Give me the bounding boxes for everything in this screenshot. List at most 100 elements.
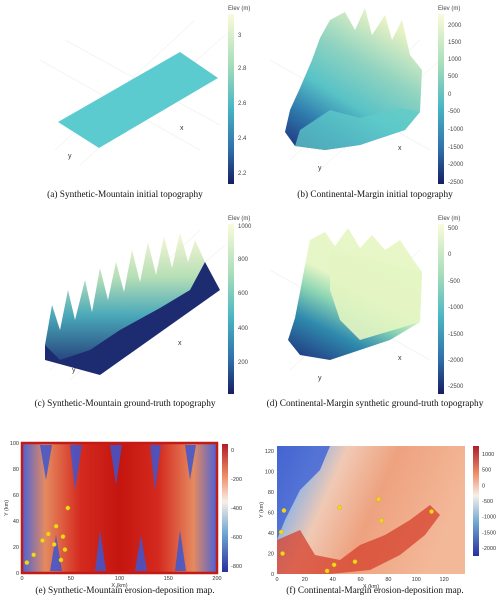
x-tick-label: 80 [385, 577, 391, 583]
y-tick-label: 0 [271, 572, 274, 578]
sample-point [278, 529, 284, 535]
sample-point [281, 508, 287, 513]
panel-a-colorbar [228, 14, 234, 184]
panel-d-tick-3: -1000 [448, 305, 464, 311]
panel-a-tick-3: 2.4 [238, 136, 247, 142]
panel-c-colorbar-title: Elev (m) [228, 216, 250, 222]
x-tick-label: 100 [115, 576, 124, 582]
sample-point [40, 538, 45, 543]
x-tick-label: 150 [164, 576, 173, 582]
caption-d: (d) Continental-Margin synthetic ground-… [266, 399, 484, 409]
y-tick-label: 60 [268, 511, 274, 517]
panel-e-colorbar [222, 444, 228, 572]
sample-point [331, 562, 337, 568]
panel-a-tick-0: 3 [238, 33, 242, 39]
y-tick-label: 100 [10, 441, 19, 447]
panel-d-tick-2: -500 [448, 279, 461, 285]
y-tick-label: 20 [13, 545, 19, 551]
panel-c-surface [45, 232, 205, 360]
panel-f-heatmap: 0 20 40 60 80 100 120 120 100 80 60 40 20 0 X (km) Y (k… [259, 446, 496, 590]
x-tick-label: 20 [302, 577, 308, 583]
x-tick-label: 0 [20, 576, 23, 582]
colorbar-tick-label: -600 [231, 535, 242, 541]
panel-d-tick-4: -1500 [448, 332, 464, 338]
sample-point [324, 568, 330, 574]
sample-point [62, 547, 68, 552]
sample-point [376, 496, 382, 502]
panel-b-tick-7: -1500 [448, 145, 464, 151]
panel-c-colorbar [228, 224, 234, 394]
colorbar-tick-label: -500 [482, 499, 493, 505]
colorbar-tick-label: -200 [231, 477, 242, 483]
panel-c-tick-3: 400 [238, 326, 249, 332]
sample-point [352, 559, 358, 565]
panel-f-colorbar [473, 446, 479, 556]
panel-d-colorbar [438, 224, 444, 394]
colorbar-tick-label: -1000 [482, 515, 496, 521]
panel-b-tick-0: 2000 [448, 23, 462, 29]
sample-point [337, 505, 343, 510]
panel-e-colorbar-ticks: 0 -200 -400 -600 -800 [231, 448, 242, 570]
colorbar-tick-label: -1500 [482, 530, 496, 536]
panel-a-tick-1: 2.8 [238, 66, 247, 72]
panel-d-colorbar-ticks: 500 0 -500 -1000 -1500 -2000 -2500 [448, 226, 464, 390]
panel-c-tick-1: 800 [238, 257, 249, 263]
x-tick-label: 120 [440, 577, 449, 583]
panel-b-colorbar [438, 14, 444, 184]
panel-a-tick-2: 2.6 [238, 101, 247, 107]
y-tick-label: 0 [16, 571, 19, 577]
y-tick-label: 100 [265, 470, 274, 476]
panel-a-colorbar-ticks: 3 2.8 2.6 2.4 2.2 [238, 33, 247, 177]
sample-point [45, 531, 51, 537]
panel-b-colorbar-title: Elev (m) [438, 6, 460, 12]
y-axis-label: Y (km) [259, 502, 265, 518]
panel-b-axis-y: y [318, 165, 322, 172]
panel-c-axis-x: x [178, 340, 182, 347]
y-tick-label: 80 [268, 490, 274, 496]
sample-point [379, 518, 384, 524]
panel-c: x y Elev (m) 1000 800 600 400 200 [45, 216, 252, 394]
panel-f-deposition-zone [277, 505, 440, 574]
panel-b-tick-9: -2500 [448, 180, 464, 186]
y-tick-label: 120 [265, 449, 274, 455]
panel-d: x y Elev (m) 500 0 -500 -1000 -1500 -200… [269, 216, 464, 394]
panel-b-tick-1: 1500 [448, 40, 462, 46]
y-tick-label: 20 [268, 552, 274, 558]
panel-d-tick-1: 0 [448, 252, 452, 258]
panel-b-tick-6: -1000 [448, 127, 464, 133]
colorbar-tick-label: -2000 [482, 546, 496, 552]
y-axis-label: Y (km) [4, 500, 10, 516]
panel-b-shelf [295, 108, 420, 150]
x-tick-label: 100 [412, 577, 421, 583]
x-tick-label: 60 [357, 577, 363, 583]
panel-d-colorbar-title: Elev (m) [438, 216, 460, 222]
panel-b-colorbar-ticks: 2000 1500 1000 500 0 -500 -1000 -1500 -2… [448, 23, 464, 186]
panel-b-tick-4: 0 [448, 92, 452, 98]
caption-b: (b) Continental-Margin initial topograph… [297, 190, 453, 200]
panel-a-tick-4: 2.2 [238, 171, 247, 177]
colorbar-tick-label: -400 [231, 506, 242, 512]
panel-a: x y Elev (m) 3 2.8 2.6 2.4 2.2 [5, 3, 250, 188]
panel-d-tick-0: 500 [448, 226, 459, 232]
panel-c-tick-2: 600 [238, 291, 249, 297]
y-tick-label: 40 [13, 519, 19, 525]
colorbar-tick-label: 500 [482, 468, 491, 474]
panel-a-axis-y: y [68, 153, 72, 160]
sample-point [53, 523, 59, 529]
panel-b-tick-3: 500 [448, 74, 459, 80]
panel-b: x y Elev (m) 2000 1500 1000 500 0 -500 -… [269, 6, 464, 186]
panel-d-axis-y: y [318, 375, 322, 382]
y-tick-label: 60 [13, 493, 19, 499]
panel-d-tick-5: -2000 [448, 358, 464, 364]
panel-c-colorbar-ticks: 1000 800 600 400 200 [238, 224, 252, 366]
sample-point [65, 505, 71, 511]
y-tick-label: 40 [268, 531, 274, 537]
sample-point [58, 557, 64, 563]
sample-point [280, 551, 285, 556]
caption-e: (e) Synthetic-Mountain erosion-depositio… [35, 586, 215, 596]
panel-b-tick-5: -500 [448, 109, 461, 115]
caption-f: (f) Continental-Margin erosion-depositio… [286, 586, 464, 596]
x-axis-label: X (km) [111, 583, 127, 589]
